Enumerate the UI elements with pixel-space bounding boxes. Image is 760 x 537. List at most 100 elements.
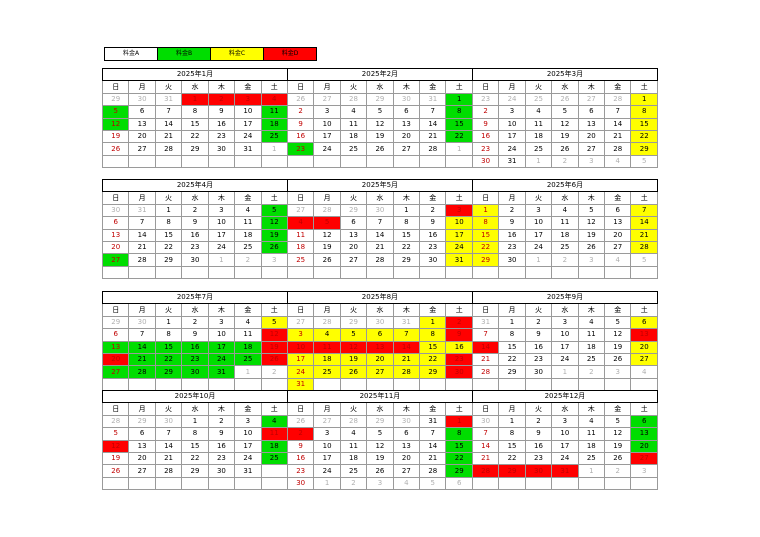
quarter-table: 2025年7月 2025年8月 2025年9月日月火水木金土日月火水木金土日月火水木… bbox=[101, 290, 659, 392]
date-cell: 3 bbox=[551, 414, 579, 429]
date-cell: 14 bbox=[630, 216, 658, 230]
date-cell: 5 bbox=[551, 105, 579, 119]
date-cell: 21 bbox=[154, 129, 183, 144]
date-cell: 26 bbox=[101, 464, 130, 478]
date-cell: 5 bbox=[366, 427, 394, 441]
date-cell: 11 bbox=[234, 328, 262, 342]
date-cell: 20 bbox=[128, 451, 156, 466]
date-cell: 14 bbox=[154, 117, 183, 131]
legend-rate-a: 料金A bbox=[105, 48, 158, 60]
date-cell: 20 bbox=[339, 240, 368, 255]
date-cell: 21 bbox=[604, 129, 632, 144]
date-cell: 8 bbox=[471, 216, 500, 230]
date-cell: 18 bbox=[234, 340, 262, 354]
empty-cell bbox=[524, 265, 553, 280]
date-cell: 29 bbox=[471, 253, 500, 267]
date-cell: 10 bbox=[551, 328, 579, 342]
date-cell: 4 bbox=[604, 253, 632, 267]
date-cell: 3 bbox=[234, 92, 262, 107]
weekday-header: 水 bbox=[551, 80, 579, 94]
date-cell: 25 bbox=[234, 240, 262, 255]
date-cell: 1 bbox=[392, 203, 421, 218]
date-cell: 20 bbox=[392, 129, 421, 144]
date-cell: 10 bbox=[234, 105, 262, 119]
date-cell: 2 bbox=[286, 427, 315, 441]
date-cell: 16 bbox=[445, 340, 473, 354]
empty-cell bbox=[181, 154, 209, 169]
weekday-header: 金 bbox=[419, 191, 447, 205]
date-cell: 8 bbox=[392, 216, 421, 230]
date-cell: 21 bbox=[154, 451, 183, 466]
weekday-header: 土 bbox=[260, 80, 288, 94]
month-title: 2025年4月 bbox=[102, 178, 288, 193]
weekday-header: 水 bbox=[181, 191, 209, 205]
empty-cell bbox=[101, 476, 130, 491]
date-cell: 21 bbox=[366, 240, 394, 255]
date-cell: 12 bbox=[577, 216, 606, 230]
date-cell: 18 bbox=[577, 439, 606, 453]
date-cell: 21 bbox=[419, 451, 447, 466]
empty-cell bbox=[392, 377, 421, 392]
weekday-header: 月 bbox=[128, 191, 156, 205]
date-cell: 22 bbox=[445, 129, 473, 144]
rate-legend: 料金A 料金B 料金C 料金D bbox=[104, 47, 317, 61]
date-cell: 14 bbox=[419, 117, 447, 131]
date-cell: 29 bbox=[181, 142, 209, 156]
date-cell: 28 bbox=[366, 253, 394, 267]
date-cell: 25 bbox=[260, 129, 288, 144]
weekday-header: 火 bbox=[524, 191, 553, 205]
date-cell: 10 bbox=[551, 427, 579, 441]
date-cell: 23 bbox=[181, 240, 209, 255]
weekday-header: 金 bbox=[234, 402, 262, 416]
weekday-header: 水 bbox=[181, 303, 209, 317]
date-cell: 30 bbox=[524, 365, 553, 379]
date-cell: 6 bbox=[392, 427, 421, 441]
date-cell: 2 bbox=[577, 365, 606, 379]
weekday-header: 火 bbox=[339, 303, 368, 317]
date-cell: 19 bbox=[101, 451, 130, 466]
weekday-header: 火 bbox=[339, 191, 368, 205]
weekday-header: 日 bbox=[101, 191, 130, 205]
date-cell: 31 bbox=[234, 142, 262, 156]
date-cell: 1 bbox=[498, 315, 526, 330]
date-cell: 23 bbox=[419, 240, 447, 255]
date-cell: 8 bbox=[445, 427, 473, 441]
date-cell: 3 bbox=[207, 203, 236, 218]
date-cell: 4 bbox=[313, 328, 341, 342]
date-cell: 29 bbox=[154, 253, 183, 267]
date-cell: 30 bbox=[419, 253, 447, 267]
date-cell: 29 bbox=[498, 365, 526, 379]
legend-rate-d: 料金D bbox=[264, 48, 316, 60]
date-cell: 30 bbox=[471, 154, 500, 169]
empty-cell bbox=[524, 377, 553, 392]
date-cell: 9 bbox=[207, 105, 236, 119]
date-cell: 12 bbox=[260, 328, 288, 342]
date-cell: 3 bbox=[207, 315, 236, 330]
empty-cell bbox=[630, 377, 658, 392]
date-cell: 13 bbox=[339, 228, 368, 242]
date-cell: 23 bbox=[207, 129, 236, 144]
date-cell: 3 bbox=[551, 315, 579, 330]
date-cell: 25 bbox=[286, 253, 315, 267]
date-cell: 9 bbox=[524, 427, 553, 441]
empty-cell bbox=[577, 377, 606, 392]
date-cell: 23 bbox=[524, 352, 553, 367]
weekday-header: 金 bbox=[419, 303, 447, 317]
date-cell: 28 bbox=[339, 92, 368, 107]
date-cell: 25 bbox=[524, 92, 553, 107]
date-cell: 6 bbox=[604, 203, 632, 218]
date-cell: 15 bbox=[154, 340, 183, 354]
date-cell: 4 bbox=[234, 315, 262, 330]
date-cell: 4 bbox=[286, 216, 315, 230]
weekday-header: 木 bbox=[207, 303, 236, 317]
empty-cell bbox=[181, 476, 209, 491]
empty-cell bbox=[577, 265, 606, 280]
date-cell: 19 bbox=[366, 451, 394, 466]
date-cell: 15 bbox=[181, 439, 209, 453]
date-cell: 28 bbox=[419, 142, 447, 156]
date-cell: 17 bbox=[207, 228, 236, 242]
empty-cell bbox=[551, 265, 579, 280]
date-cell: 27 bbox=[604, 240, 632, 255]
date-cell: 8 bbox=[181, 427, 209, 441]
date-cell: 7 bbox=[419, 427, 447, 441]
